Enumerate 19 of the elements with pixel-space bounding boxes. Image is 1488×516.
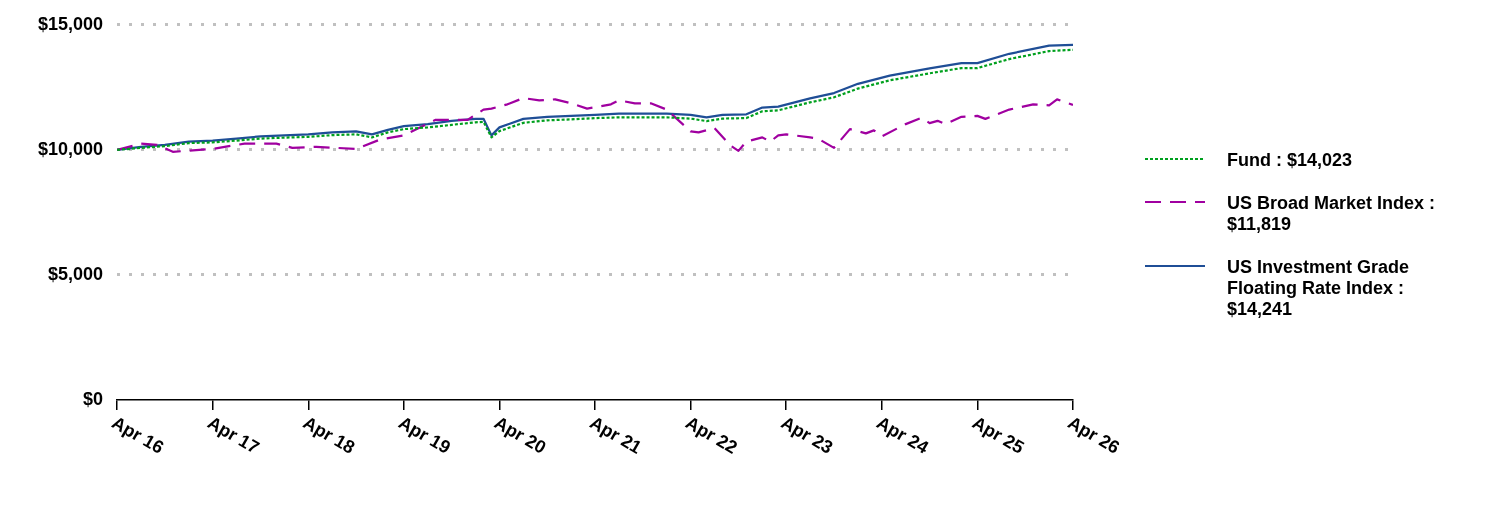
x-tick-label: Apr 25 xyxy=(968,412,1028,458)
legend-label: Fund : $14,023 xyxy=(1227,150,1353,171)
x-tick-label: Apr 26 xyxy=(1064,412,1123,458)
x-tick-label: Apr 17 xyxy=(204,412,263,458)
y-tick-label: $10,000 xyxy=(37,138,104,159)
x-tick-label: Apr 21 xyxy=(586,412,646,458)
x-tick-label: Apr 24 xyxy=(873,412,932,458)
x-tick-label: Apr 16 xyxy=(108,412,168,458)
legend-label: US Investment Grade Floating Rate Index : $14,241 xyxy=(1227,257,1411,320)
y-tick-label: $5,000 xyxy=(48,263,104,284)
x-tick-label: Apr 22 xyxy=(682,412,741,458)
line-series xyxy=(117,96,1073,153)
y-tick-label: $0 xyxy=(83,388,104,409)
x-tick-label: Apr 20 xyxy=(490,412,550,458)
x-tick-label: Apr 23 xyxy=(777,412,837,458)
x-tick-label: Apr 18 xyxy=(299,412,359,458)
y-tick-label: $15,000 xyxy=(37,13,104,34)
legend-label: US Broad Market Index : $11,819 xyxy=(1227,193,1437,235)
x-tick-label: Apr 19 xyxy=(395,412,454,458)
